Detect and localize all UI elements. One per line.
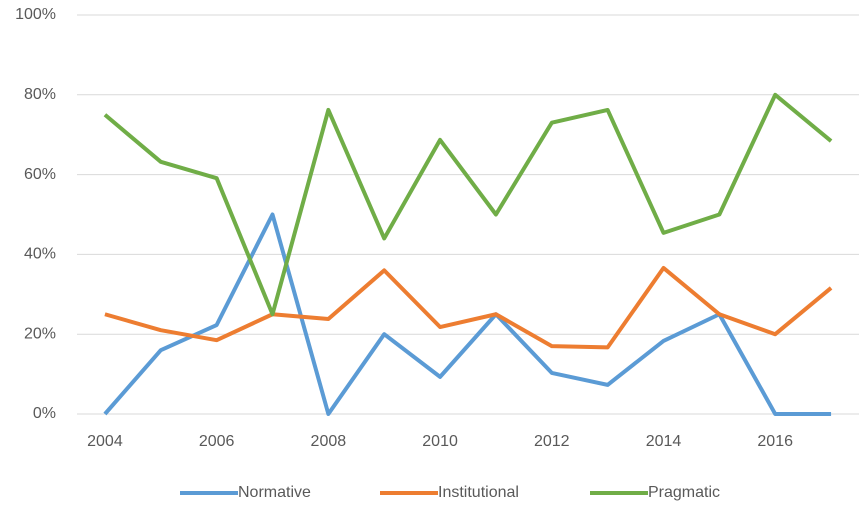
y-tick-label: 20% bbox=[24, 325, 56, 342]
y-tick-label: 40% bbox=[24, 246, 56, 263]
series-line bbox=[104, 265, 833, 350]
y-tick-label: 0% bbox=[33, 405, 56, 422]
y-tick-label: 80% bbox=[24, 86, 56, 103]
series-line bbox=[103, 92, 833, 317]
x-tick-label: 2012 bbox=[534, 433, 570, 450]
x-tick-label: 2014 bbox=[646, 433, 682, 450]
y-tick-label: 60% bbox=[24, 166, 56, 183]
legend-label: Normative bbox=[238, 484, 311, 501]
x-tick-label: 2016 bbox=[757, 433, 793, 450]
series-line bbox=[103, 212, 832, 416]
x-tick-label: 2006 bbox=[199, 433, 235, 450]
legend-label: Institutional bbox=[438, 484, 519, 501]
x-tick-label: 2010 bbox=[422, 433, 458, 450]
x-tick-label: 2008 bbox=[311, 433, 347, 450]
x-tick-label: 2004 bbox=[87, 433, 123, 450]
y-tick-label: 100% bbox=[15, 6, 56, 23]
legend-label: Pragmatic bbox=[648, 484, 720, 501]
